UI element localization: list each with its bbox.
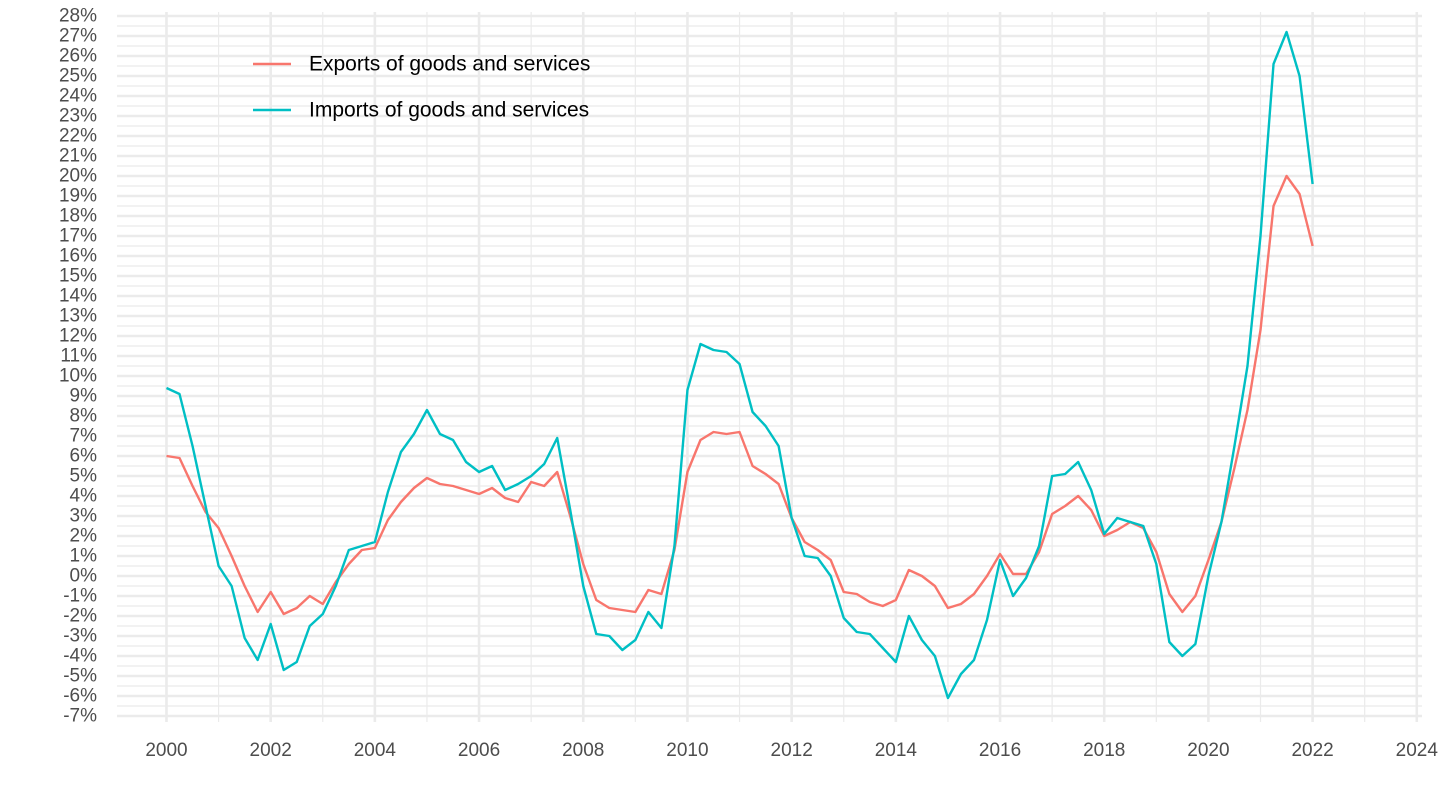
legend: Exports of goods and services Imports of … bbox=[253, 53, 590, 122]
y-tick-label: 21% bbox=[59, 146, 97, 167]
y-tick-label: -2% bbox=[63, 606, 97, 627]
series-lines bbox=[165, 30, 1314, 700]
y-tick-label: 27% bbox=[59, 26, 97, 47]
y-tick-label: 28% bbox=[59, 6, 97, 27]
y-tick-label: -6% bbox=[63, 686, 97, 707]
y-tick-label: -1% bbox=[63, 586, 97, 607]
y-tick-label: 17% bbox=[59, 226, 97, 247]
y-tick-label: -3% bbox=[63, 626, 97, 647]
y-tick-label: 25% bbox=[59, 66, 97, 87]
y-axis: -7%-6%-5%-4%-3%-2%-1%0%1%2%3%4%5%6%7%8%9… bbox=[59, 6, 97, 727]
grid bbox=[117, 12, 1422, 722]
y-tick-label: 13% bbox=[59, 306, 97, 327]
y-tick-label: -5% bbox=[63, 666, 97, 687]
x-tick-label: 2012 bbox=[771, 740, 813, 761]
y-tick-label: 3% bbox=[70, 506, 98, 527]
x-tick-label: 2020 bbox=[1187, 740, 1229, 761]
x-tick-label: 2010 bbox=[666, 740, 708, 761]
y-tick-label: 2% bbox=[70, 526, 98, 547]
x-tick-label: 2004 bbox=[354, 740, 397, 761]
y-tick-label: 19% bbox=[59, 186, 97, 207]
y-tick-label: 4% bbox=[70, 486, 98, 507]
x-tick-label: 2022 bbox=[1291, 740, 1333, 761]
y-tick-label: 26% bbox=[59, 46, 97, 67]
x-tick-label: 2018 bbox=[1083, 740, 1125, 761]
legend-item-imports: Imports of goods and services bbox=[253, 99, 589, 122]
y-tick-label: 24% bbox=[59, 86, 97, 107]
x-tick-label: 2014 bbox=[875, 740, 918, 761]
y-tick-label: 18% bbox=[59, 206, 97, 227]
x-tick-label: 2002 bbox=[250, 740, 292, 761]
y-tick-label: 5% bbox=[70, 466, 98, 487]
x-tick-label: 2000 bbox=[145, 740, 187, 761]
series-line-imports bbox=[165, 30, 1314, 700]
y-tick-label: 12% bbox=[59, 326, 97, 347]
y-tick-label: -4% bbox=[63, 646, 97, 667]
y-tick-label: 6% bbox=[70, 446, 98, 467]
y-tick-label: 10% bbox=[59, 366, 97, 387]
y-tick-label: 0% bbox=[70, 566, 98, 587]
y-tick-label: 8% bbox=[70, 406, 98, 427]
y-tick-label: 16% bbox=[59, 246, 97, 267]
y-tick-label: 9% bbox=[70, 386, 98, 407]
legend-label: Exports of goods and services bbox=[309, 53, 590, 76]
y-tick-label: 14% bbox=[59, 286, 97, 307]
y-tick-label: 20% bbox=[59, 166, 97, 187]
y-tick-label: -7% bbox=[63, 706, 97, 727]
x-tick-label: 2016 bbox=[979, 740, 1021, 761]
x-tick-label: 2006 bbox=[458, 740, 500, 761]
x-axis: 2000 2002 2004 2006 2008 2010 2012 2014 2016 2018… bbox=[145, 740, 1438, 761]
y-tick-label: 22% bbox=[59, 126, 97, 147]
x-tick-label: 2008 bbox=[562, 740, 604, 761]
y-tick-label: 7% bbox=[70, 426, 98, 447]
legend-item-exports: Exports of goods and services bbox=[253, 53, 590, 76]
legend-label: Imports of goods and services bbox=[309, 99, 589, 122]
x-tick-label: 2024 bbox=[1396, 740, 1439, 761]
series-line-exports bbox=[166, 174, 1314, 616]
y-tick-label: 15% bbox=[59, 266, 97, 287]
y-tick-label: 23% bbox=[59, 106, 97, 127]
y-tick-label: 1% bbox=[70, 546, 98, 567]
y-tick-label: 11% bbox=[60, 346, 97, 367]
